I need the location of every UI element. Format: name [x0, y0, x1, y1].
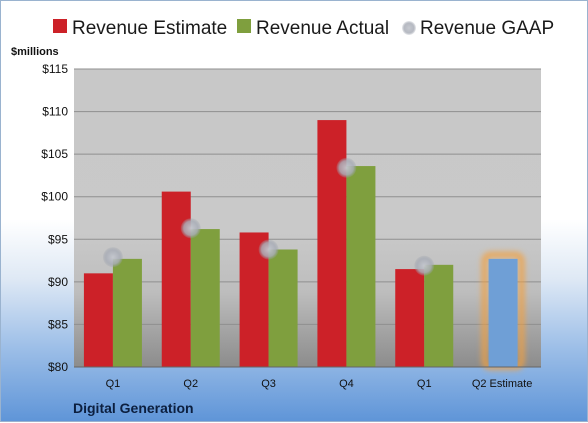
y-tick-label: $95 — [48, 232, 68, 246]
marker-revenue-gaap — [258, 239, 279, 260]
legend: Revenue Estimate Revenue Actual Revenue … — [53, 18, 554, 39]
gaap-markers — [102, 157, 435, 276]
marker-revenue-gaap — [336, 157, 357, 178]
y-axis-unit-label: $millions — [11, 46, 59, 58]
x-category-label: Q1 — [106, 378, 121, 390]
x-axis-categories: Q1 Q2 Q3 Q4 Q1 Q2 Estimate — [106, 378, 533, 390]
bar-revenue-estimate — [317, 120, 347, 367]
y-tick-label: $80 — [48, 360, 68, 374]
plot-area — [74, 69, 541, 367]
y-tick-label: $110 — [42, 105, 68, 119]
bar-revenue-actual — [268, 249, 298, 367]
bar-revenue-actual — [190, 229, 220, 367]
bar-revenue-actual — [112, 258, 142, 367]
company-name: Digital Generation — [73, 400, 194, 416]
y-tick-label: $115 — [42, 62, 68, 76]
legend-swatch-revenue-actual — [237, 19, 251, 33]
x-category-label: Q2 — [183, 378, 198, 390]
bars — [83, 120, 525, 371]
legend-marker-revenue-gaap — [402, 21, 416, 35]
bar-revenue-estimate — [161, 191, 191, 367]
x-category-label: Q2 Estimate — [472, 378, 533, 390]
y-tick-label: $90 — [48, 275, 68, 289]
marker-revenue-gaap — [414, 255, 435, 276]
legend-swatch-revenue-estimate — [53, 19, 67, 33]
y-tick-label: $85 — [48, 317, 68, 331]
marker-revenue-gaap — [102, 247, 123, 268]
bar-revenue-actual — [424, 264, 454, 367]
x-category-label: Q3 — [261, 378, 276, 390]
bar-actual-estimate — [488, 258, 518, 367]
x-category-label: Q1 — [417, 378, 432, 390]
y-axis-ticks: $80 $85 $90 $95 $100 $105 $110 $115 — [41, 62, 68, 374]
bar-revenue-actual — [346, 166, 376, 367]
bar-revenue-estimate — [395, 269, 425, 367]
marker-revenue-gaap — [180, 218, 201, 239]
x-category-label: Q4 — [339, 378, 354, 390]
gridlines — [74, 68, 541, 325]
legend-label-revenue-gaap: Revenue GAAP — [420, 18, 554, 39]
y-tick-label: $100 — [41, 190, 68, 204]
legend-label-revenue-actual: Revenue Actual — [256, 18, 389, 39]
y-tick-label: $105 — [41, 147, 68, 161]
bar-revenue-estimate — [83, 273, 113, 367]
legend-label-revenue-estimate: Revenue Estimate — [72, 18, 227, 39]
